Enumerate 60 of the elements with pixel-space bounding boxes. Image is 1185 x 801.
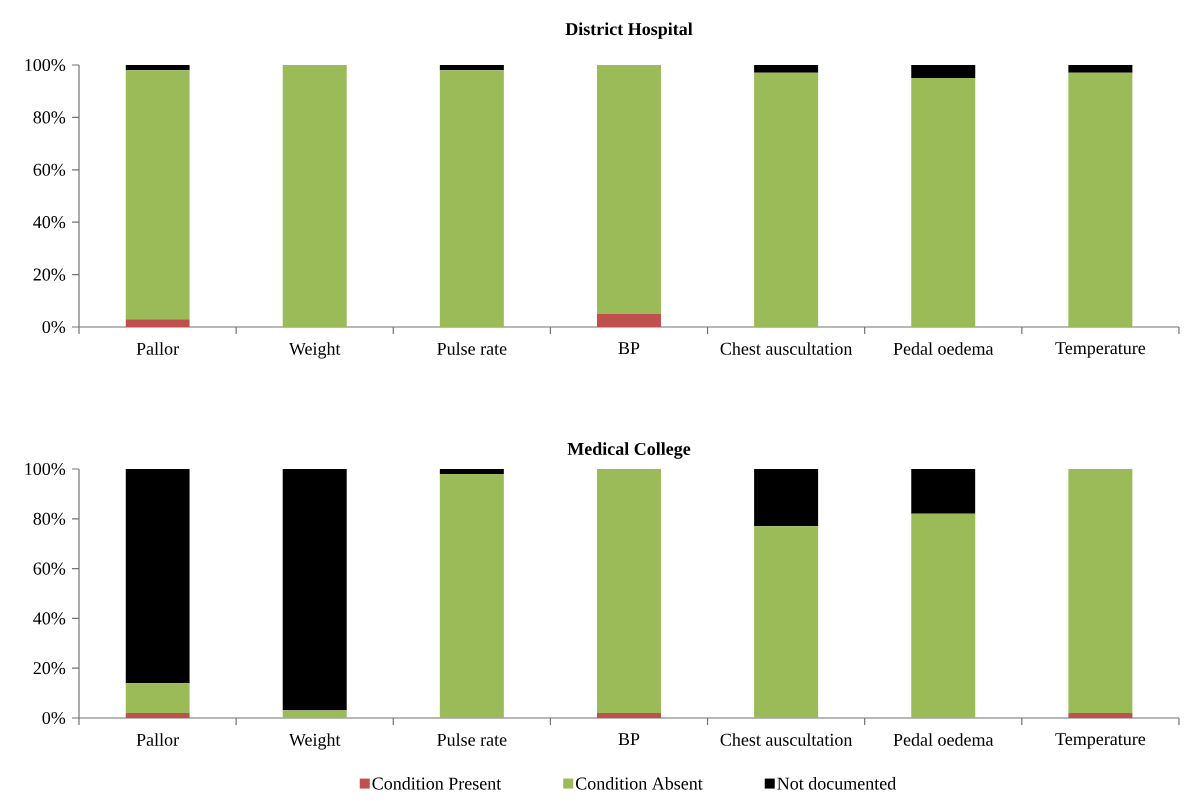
bar <box>1068 72 1133 327</box>
bar <box>596 469 661 714</box>
y-tick-label: 20% <box>33 662 66 675</box>
bar <box>282 469 347 711</box>
y-tick-label: 80% <box>33 111 66 124</box>
bar <box>282 64 347 327</box>
bar <box>125 713 190 718</box>
bar <box>911 513 976 718</box>
bar <box>439 70 504 327</box>
bar <box>754 469 819 527</box>
bar <box>282 710 347 718</box>
bar <box>754 72 819 327</box>
x-tick-label: Temperature <box>1055 733 1146 749</box>
bar <box>125 319 190 327</box>
bar <box>439 473 504 718</box>
bar <box>754 65 819 73</box>
bar <box>125 683 190 714</box>
bar <box>1068 65 1133 73</box>
bar <box>439 65 504 71</box>
y-tick-label: 0% <box>42 711 66 725</box>
y-tick-label: 20% <box>33 268 66 281</box>
x-tick-label: Pedal oedema <box>893 733 994 746</box>
bar <box>911 78 976 327</box>
bar <box>754 526 819 718</box>
bar <box>911 469 976 514</box>
x-tick-label: Pulse rate <box>437 733 507 746</box>
x-tick-label: Chest auscultation <box>720 342 853 355</box>
bar <box>596 65 661 314</box>
x-tick-label: Weight <box>288 342 341 359</box>
bar <box>1068 713 1133 718</box>
legend-label: Condition Present <box>372 776 502 790</box>
y-tick-label: 100% <box>25 58 66 72</box>
bar <box>439 469 504 474</box>
y-tick-label: 60% <box>33 163 66 176</box>
bar <box>596 313 661 327</box>
x-tick-label: Pulse rate <box>437 342 507 355</box>
x-tick-label: Pallor <box>136 733 179 746</box>
bar <box>125 469 190 684</box>
y-tick-label: 40% <box>33 612 66 625</box>
bar <box>125 70 190 320</box>
legend-label: Condition Absent <box>575 776 703 790</box>
y-tick-label: 100% <box>25 462 66 476</box>
x-tick-label: Pedal oedema <box>893 342 994 355</box>
x-tick-label: Chest auscultation <box>720 733 853 746</box>
bar <box>1068 469 1133 714</box>
x-tick-label: Weight <box>288 733 341 750</box>
y-tick-label: 40% <box>33 216 66 229</box>
legend-label: Not documented <box>777 776 897 790</box>
bar <box>911 65 976 79</box>
chart-title: Medical College <box>567 442 691 459</box>
y-tick-label: 80% <box>33 512 66 525</box>
x-tick-label: BP <box>618 342 640 355</box>
bar <box>125 65 190 71</box>
y-tick-label: 60% <box>33 562 66 575</box>
x-tick-label: Temperature <box>1055 342 1146 358</box>
chart-title: District Hospital <box>565 22 693 39</box>
x-tick-label: BP <box>618 733 640 746</box>
y-tick-label: 0% <box>42 320 66 334</box>
bar <box>596 713 661 718</box>
x-tick-label: Pallor <box>136 342 179 355</box>
